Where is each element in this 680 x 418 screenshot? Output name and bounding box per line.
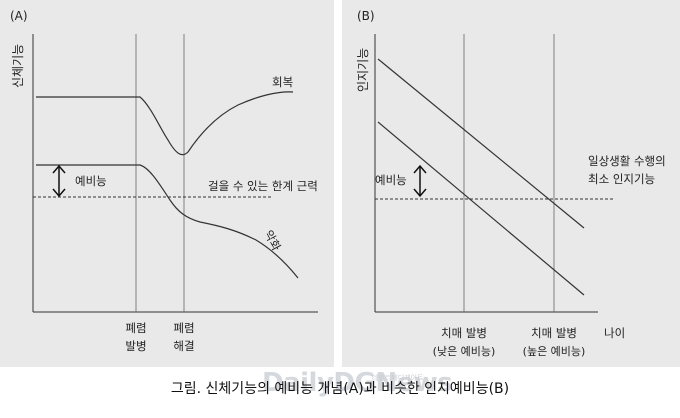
panel-a-y-axis-label: 신체기능: [11, 44, 25, 88]
panel-a-event1-label-line1: 폐렴: [125, 321, 146, 335]
panel-b-event1-label-line2: (낮은 예비능): [433, 345, 496, 358]
panel-b-y-axis-label: 인지기능: [356, 48, 370, 92]
panel-b-reserve-label: 예비능: [375, 173, 407, 187]
panel-a-recovery-label: 회복: [272, 75, 293, 89]
panel-b-low-reserve-line: [377, 121, 585, 296]
panel-b-threshold-label-line2: 최소 인지기능: [588, 172, 655, 186]
panel-a-physical-reserve: (A) 신체기능 걸을 수 있는 한계 근력 회복 악화 예비능 폐렴 발병 폐…: [0, 0, 334, 367]
panel-b-diagram: (B) 인지기능 나이 일상생활 수행의 최소 인지기능 예비능 치매 발병 (…: [356, 9, 666, 358]
panel-a-reserve-label: 예비능: [75, 174, 107, 188]
panel-b-x-axis-label: 나이: [604, 326, 625, 340]
panel-b-label: (B): [357, 9, 375, 23]
panel-a-threshold-label: 걸을 수 있는 한계 근력: [208, 179, 318, 193]
panel-b-event1-label-line1: 치매 발병: [441, 326, 487, 340]
panel-b-reserve-arrow: [413, 164, 427, 198]
panel-b-high-reserve-line: [377, 58, 585, 229]
panel-b-event2-label-line1: 치매 발병: [531, 326, 577, 340]
panel-b-cognitive-reserve: (B) 인지기능 나이 일상생활 수행의 최소 인지기능 예비능 치매 발병 (…: [342, 0, 680, 367]
panel-a-event2-label-line2: 해결: [173, 339, 194, 353]
panel-a-event1-label-line2: 발병: [125, 339, 146, 353]
panel-b-event2-label-line2: (높은 예비능): [523, 345, 586, 358]
panel-a-worsening-label: 악화: [261, 228, 283, 254]
panel-a-diagram: (A) 신체기능 걸을 수 있는 한계 근력 회복 악화 예비능 폐렴 발병 폐…: [10, 9, 318, 353]
panel-a-recovery-curve: [36, 91, 294, 156]
panel-a-label: (A): [10, 9, 28, 23]
watermark-logo: DailyDGNews: [262, 368, 453, 398]
panel-b-threshold-label-line1: 일상생활 수행의: [588, 154, 666, 168]
figure-caption: 그림. 신체기능의 예비능 개념(A)과 비슷한 인지예비능(B): [170, 381, 510, 397]
panel-a-worsening-curve: [36, 164, 299, 279]
watermark-subtext: 데일리메디게이트: [372, 374, 424, 382]
panel-a-reserve-arrow: [52, 164, 66, 198]
panel-a-event2-label-line1: 폐렴: [173, 321, 194, 335]
